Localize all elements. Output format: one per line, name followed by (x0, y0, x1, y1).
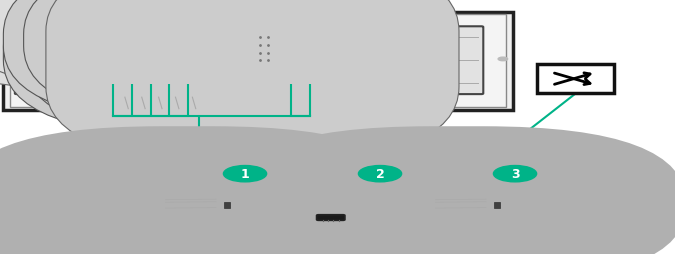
FancyBboxPatch shape (301, 30, 319, 86)
FancyBboxPatch shape (0, 0, 363, 90)
FancyBboxPatch shape (282, 30, 300, 86)
FancyBboxPatch shape (51, 27, 85, 95)
Polygon shape (223, 197, 230, 209)
FancyBboxPatch shape (179, 30, 196, 86)
Text: 1: 1 (241, 168, 249, 180)
Polygon shape (425, 195, 496, 201)
FancyBboxPatch shape (537, 65, 614, 94)
Text: 3: 3 (511, 168, 519, 180)
Polygon shape (425, 198, 493, 212)
FancyBboxPatch shape (24, 0, 443, 137)
Polygon shape (493, 197, 500, 209)
FancyBboxPatch shape (494, 202, 500, 208)
FancyBboxPatch shape (317, 215, 345, 220)
FancyBboxPatch shape (3, 0, 423, 137)
FancyBboxPatch shape (122, 30, 140, 86)
Circle shape (498, 58, 508, 61)
FancyBboxPatch shape (227, 127, 675, 254)
FancyBboxPatch shape (15, 27, 49, 95)
Text: 2: 2 (376, 168, 384, 180)
FancyBboxPatch shape (3, 13, 513, 110)
FancyBboxPatch shape (219, 9, 314, 14)
FancyBboxPatch shape (24, 0, 443, 123)
FancyBboxPatch shape (10, 15, 506, 108)
FancyBboxPatch shape (103, 30, 121, 86)
FancyBboxPatch shape (449, 27, 483, 95)
Polygon shape (155, 195, 226, 201)
Polygon shape (155, 198, 223, 212)
Polygon shape (105, 98, 200, 109)
FancyBboxPatch shape (0, 0, 309, 90)
FancyBboxPatch shape (0, 127, 416, 254)
FancyBboxPatch shape (141, 30, 159, 86)
Polygon shape (273, 98, 320, 109)
FancyBboxPatch shape (413, 27, 448, 95)
Circle shape (493, 166, 537, 182)
Circle shape (223, 166, 267, 182)
FancyBboxPatch shape (224, 202, 230, 208)
FancyBboxPatch shape (3, 0, 423, 123)
FancyBboxPatch shape (160, 30, 178, 86)
FancyBboxPatch shape (200, 27, 273, 98)
Circle shape (358, 166, 402, 182)
FancyBboxPatch shape (46, 0, 459, 164)
